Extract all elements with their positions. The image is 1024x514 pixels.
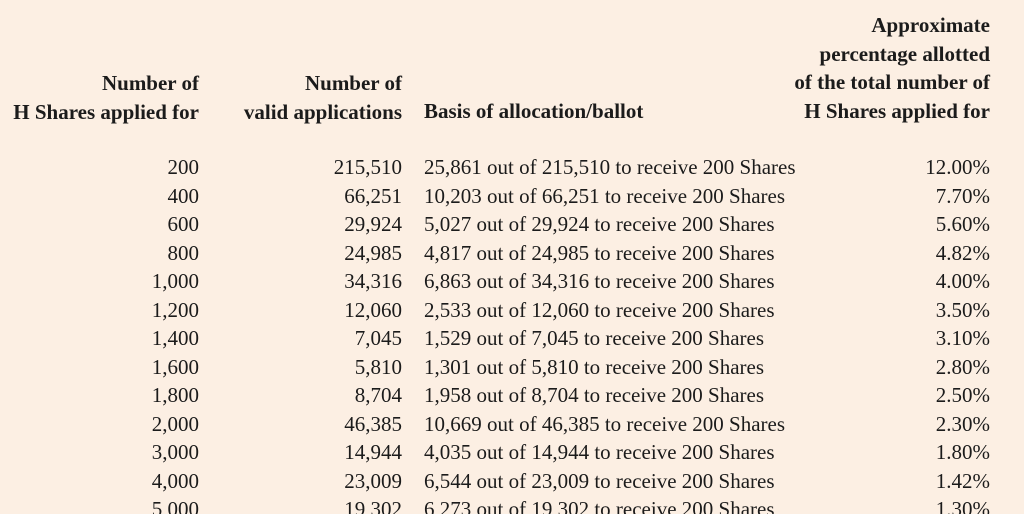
cell-valid-applications: 14,944 xyxy=(344,440,402,464)
table-body: 200 215,510 25,861 out of 215,510 to rec… xyxy=(0,153,1024,514)
table-row: 4,000 23,009 6,544 out of 23,009 to rece… xyxy=(0,467,1024,496)
header-line: Basis of allocation/ballot xyxy=(424,99,644,123)
cell-shares-applied: 200 xyxy=(167,155,200,179)
header-approximate-percentage: Approximate percentage allotted of the t… xyxy=(794,11,990,125)
cell-percentage: 1.42% xyxy=(935,468,990,493)
cell-percentage: 1.80% xyxy=(935,440,990,464)
table-row: 3,000 14,944 4,035 out of 14,944 to rece… xyxy=(0,438,1024,467)
header-line: Number of xyxy=(304,71,402,95)
cell-shares-applied: 1,600 xyxy=(151,354,199,379)
cell-basis: 1,529 out of 7,045 to receive 200 Shares xyxy=(424,326,765,350)
table-row: 200 215,510 25,861 out of 215,510 to rec… xyxy=(0,153,1024,182)
table-row: 1,800 8,704 1,958 out of 8,704 to receiv… xyxy=(0,381,1024,410)
cell-shares-applied: 2,000 xyxy=(151,411,199,436)
cell-shares-applied: 400 xyxy=(167,183,200,208)
cell-percentage: 3.10% xyxy=(935,326,990,350)
table-row: 1,400 7,045 1,529 out of 7,045 to receiv… xyxy=(0,324,1024,353)
cell-basis: 4,817 out of 24,985 to receive 200 Share… xyxy=(424,240,775,265)
cell-percentage: 4.00% xyxy=(935,269,990,293)
cell-basis: 6,273 out of 19,302 to receive 200 Share… xyxy=(424,497,775,514)
cell-basis: 6,544 out of 23,009 to receive 200 Share… xyxy=(424,468,775,493)
table-row: 400 66,251 10,203 out of 66,251 to recei… xyxy=(0,182,1024,211)
header-line: valid applications xyxy=(243,99,402,124)
cell-percentage: 12.00% xyxy=(925,155,990,179)
cell-basis: 1,958 out of 8,704 to receive 200 Shares xyxy=(424,383,765,407)
cell-shares-applied: 1,200 xyxy=(151,297,199,322)
cell-basis: 10,669 out of 46,385 to receive 200 Shar… xyxy=(424,411,786,436)
cell-basis: 6,863 out of 34,316 to receive 200 Share… xyxy=(424,269,775,293)
table-row: 5,000 19,302 6,273 out of 19,302 to rece… xyxy=(0,495,1024,514)
cell-percentage: 4.82% xyxy=(935,240,990,265)
cell-percentage: 1.30% xyxy=(935,497,990,514)
cell-basis: 25,861 out of 215,510 to receive 200 Sha… xyxy=(424,155,796,179)
header-valid-applications: Number of valid applications xyxy=(244,69,402,126)
table-row: 1,200 12,060 2,533 out of 12,060 to rece… xyxy=(0,296,1024,325)
cell-basis: 4,035 out of 14,944 to receive 200 Share… xyxy=(424,440,775,464)
cell-valid-applications: 29,924 xyxy=(344,212,402,236)
cell-shares-applied: 600 xyxy=(167,212,200,236)
cell-shares-applied: 800 xyxy=(167,240,200,265)
cell-percentage: 7.70% xyxy=(935,183,990,208)
cell-shares-applied: 1,000 xyxy=(151,269,199,293)
cell-valid-applications: 215,510 xyxy=(333,155,402,179)
cell-valid-applications: 46,385 xyxy=(344,411,402,436)
cell-percentage: 2.30% xyxy=(935,411,990,436)
cell-shares-applied: 1,400 xyxy=(151,326,199,350)
cell-basis: 5,027 out of 29,924 to receive 200 Share… xyxy=(424,212,775,236)
cell-valid-applications: 34,316 xyxy=(344,269,402,293)
cell-percentage: 5.60% xyxy=(935,212,990,236)
cell-shares-applied: 3,000 xyxy=(151,440,199,464)
cell-basis: 2,533 out of 12,060 to receive 200 Share… xyxy=(424,297,775,322)
cell-basis: 10,203 out of 66,251 to receive 200 Shar… xyxy=(424,183,786,208)
cell-shares-applied: 5,000 xyxy=(151,497,199,514)
table-row: 800 24,985 4,817 out of 24,985 to receiv… xyxy=(0,239,1024,268)
header-line: H Shares applied for xyxy=(804,98,990,123)
cell-valid-applications: 5,810 xyxy=(354,354,402,379)
header-line: percentage allotted xyxy=(819,41,990,66)
cell-valid-applications: 12,060 xyxy=(344,297,402,322)
header-basis-of-allocation: Basis of allocation/ballot xyxy=(424,97,643,126)
cell-percentage: 2.50% xyxy=(935,383,990,407)
header-line: H Shares applied for xyxy=(13,99,199,124)
cell-valid-applications: 8,704 xyxy=(354,383,402,407)
cell-shares-applied: 1,800 xyxy=(151,383,199,407)
cell-shares-applied: 4,000 xyxy=(151,468,199,493)
table-row: 1,000 34,316 6,863 out of 34,316 to rece… xyxy=(0,267,1024,296)
cell-valid-applications: 19,302 xyxy=(344,497,402,514)
cell-basis: 1,301 out of 5,810 to receive 200 Shares xyxy=(424,354,765,379)
header-line: of the total number of xyxy=(794,70,990,94)
table-row: 1,600 5,810 1,301 out of 5,810 to receiv… xyxy=(0,353,1024,382)
cell-percentage: 3.50% xyxy=(935,297,990,322)
table-row: 600 29,924 5,027 out of 29,924 to receiv… xyxy=(0,210,1024,239)
header-shares-applied-for: Number of H Shares applied for xyxy=(13,69,199,126)
table-row: 2,000 46,385 10,669 out of 46,385 to rec… xyxy=(0,410,1024,439)
cell-valid-applications: 66,251 xyxy=(344,183,402,208)
header-line: Approximate xyxy=(871,13,990,37)
cell-valid-applications: 7,045 xyxy=(354,326,402,350)
cell-valid-applications: 24,985 xyxy=(344,240,402,265)
header-line: Number of xyxy=(101,71,199,95)
cell-valid-applications: 23,009 xyxy=(344,468,402,493)
cell-percentage: 2.80% xyxy=(935,354,990,379)
